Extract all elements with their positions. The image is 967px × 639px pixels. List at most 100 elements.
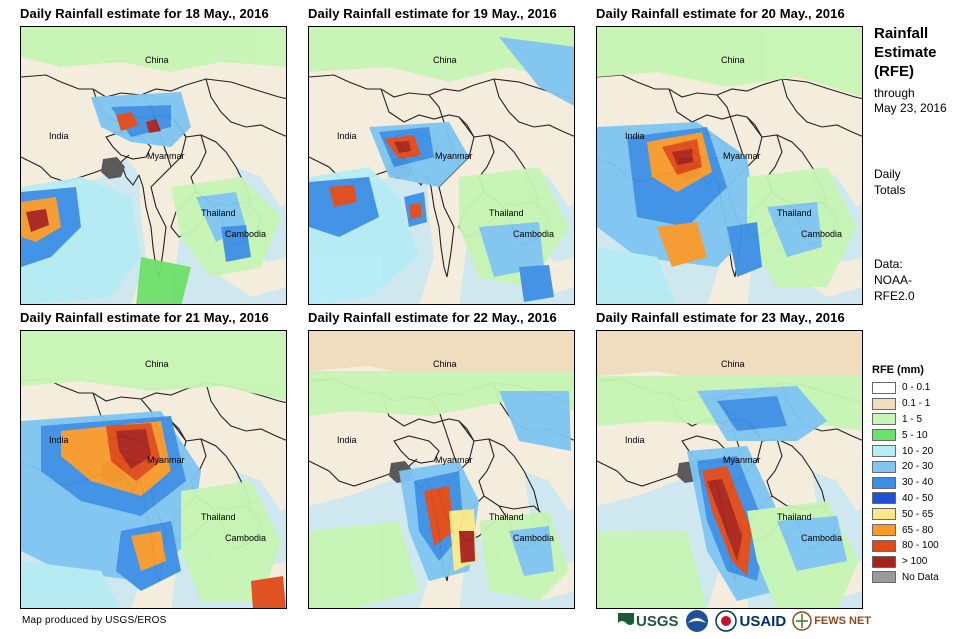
label-myanmar: Myanmar <box>723 455 761 465</box>
panel-title: Daily Rainfall estimate for 21 May., 201… <box>20 310 269 325</box>
panel-title: Daily Rainfall estimate for 18 May., 201… <box>20 6 269 21</box>
label-myanmar: Myanmar <box>147 455 185 465</box>
legend-row: No Data <box>872 570 939 586</box>
logo-strip: USGS USAID FEWS NET <box>618 607 877 635</box>
usaid-logo: USAID <box>714 610 787 632</box>
label-cambodia: Cambodia <box>225 533 267 543</box>
legend-row: 30 - 40 <box>872 475 939 491</box>
label-cambodia: Cambodia <box>225 229 267 239</box>
legend-label: > 100 <box>902 556 928 568</box>
label-myanmar: Myanmar <box>147 151 185 161</box>
legend-row: 0.1 - 1 <box>872 396 939 412</box>
label-cambodia: Cambodia <box>513 533 555 543</box>
label-thailand: Thailand <box>489 208 524 218</box>
legend-swatch <box>872 476 896 489</box>
label-china: China <box>145 359 169 369</box>
legend-label: 30 - 40 <box>902 477 934 489</box>
legend-swatch <box>872 555 896 568</box>
panel-title: Daily Rainfall estimate for 22 May., 201… <box>308 310 557 325</box>
label-cambodia: Cambodia <box>513 229 555 239</box>
data-source-line2: RFE2.0 <box>874 289 915 303</box>
label-china: China <box>721 359 745 369</box>
panel-title: Daily Rainfall estimate for 20 May., 201… <box>596 6 845 21</box>
label-thailand: Thailand <box>777 208 812 218</box>
rainfall-panel-19-may: Daily Rainfall estimate for 19 May., 201… <box>308 6 593 306</box>
legend-row: 5 - 10 <box>872 427 939 443</box>
legend-label: 80 - 100 <box>902 540 939 552</box>
legend-label: 0 - 0.1 <box>902 382 931 394</box>
fewsnet-globe-icon <box>792 611 812 631</box>
rfe-title-line1: Rainfall <box>874 25 929 42</box>
label-china: China <box>721 55 745 65</box>
legend-row: 50 - 65 <box>872 506 939 522</box>
legend-swatch <box>872 524 896 537</box>
totals-label: Totals <box>874 183 906 197</box>
legend-row: 80 - 100 <box>872 538 939 554</box>
rainfall-panel-20-may: Daily Rainfall estimate for 20 May., 201… <box>596 6 881 306</box>
data-source-line1: NOAA- <box>874 273 913 287</box>
label-cambodia: Cambodia <box>801 533 843 543</box>
legend-swatch <box>872 508 896 521</box>
legend-title: RFE (mm) <box>872 364 924 376</box>
legend-row: > 100 <box>872 554 939 570</box>
label-india: India <box>625 435 645 445</box>
legend-label: 1 - 5 <box>902 413 923 425</box>
rainfall-panel-23-may: Daily Rainfall estimate for 23 May., 201… <box>596 310 881 610</box>
through-label: through <box>874 86 915 100</box>
noaa-logo <box>685 609 709 633</box>
rainfall-map: China India Myanmar Thailand Cambodia <box>20 26 287 305</box>
legend-label: 40 - 50 <box>902 492 934 504</box>
usaid-seal-icon <box>714 610 737 632</box>
legend-swatch <box>872 413 896 426</box>
rainfall-panel-21-may: Daily Rainfall estimate for 21 May., 201… <box>20 310 305 610</box>
rfe-title-line3: (RFE) <box>874 63 914 80</box>
usgs-text: USGS <box>636 612 679 630</box>
legend-swatch <box>872 445 896 458</box>
legend-swatch <box>872 492 896 505</box>
rfe-title: Rainfall Estimate (RFE) <box>874 24 937 81</box>
rfe-through: through May 23, 2016 <box>874 86 947 116</box>
label-india: India <box>625 131 645 141</box>
label-cambodia: Cambodia <box>801 229 843 239</box>
rainfall-map: China India Myanmar Thailand Cambodia <box>20 330 287 609</box>
usgs-logo: USGS <box>618 613 679 630</box>
usgs-wave-icon <box>618 613 634 629</box>
legend-row: 65 - 80 <box>872 522 939 538</box>
data-label: Data: <box>874 257 903 271</box>
daily-label: Daily <box>874 167 901 181</box>
usaid-text: USAID <box>739 612 787 630</box>
legend-label: 20 - 30 <box>902 461 934 473</box>
legend-swatch <box>872 460 896 473</box>
rainfall-map: China India Myanmar Thailand Cambodia <box>596 26 863 305</box>
rainfall-map: China India Myanmar Thailand Cambodia <box>596 330 863 609</box>
legend-label: 10 - 20 <box>902 445 934 457</box>
legend-swatch <box>872 397 896 410</box>
label-thailand: Thailand <box>201 208 236 218</box>
label-thailand: Thailand <box>777 512 812 522</box>
legend-row: 1 - 5 <box>872 412 939 428</box>
legend-row: 10 - 20 <box>872 443 939 459</box>
legend-swatch <box>872 539 896 552</box>
legend-label: 65 - 80 <box>902 524 934 536</box>
legend-label: 0.1 - 1 <box>902 398 931 410</box>
legend-label: 50 - 65 <box>902 508 934 520</box>
noaa-emblem-icon <box>685 610 708 632</box>
rainfall-map: China India Myanmar Thailand Cambodia <box>308 330 575 609</box>
legend-row: 20 - 30 <box>872 459 939 475</box>
legend-swatch <box>872 381 896 394</box>
legend-swatch <box>872 571 896 584</box>
label-china: China <box>433 359 457 369</box>
legend-swatch <box>872 429 896 442</box>
fewsnet-text: FEWS NET <box>814 615 872 627</box>
rainfall-panel-22-may: Daily Rainfall estimate for 22 May., 201… <box>308 310 593 610</box>
rfe-legend: RFE (mm) 0 - 0.1 0.1 - 1 1 - 5 5 - 10 10 - 2… <box>872 364 939 585</box>
label-myanmar: Myanmar <box>723 151 761 161</box>
label-thailand: Thailand <box>201 512 236 522</box>
label-myanmar: Myanmar <box>435 455 473 465</box>
label-china: China <box>145 55 169 65</box>
legend-row: 0 - 0.1 <box>872 380 939 396</box>
label-thailand: Thailand <box>489 512 524 522</box>
label-india: India <box>49 435 69 445</box>
label-myanmar: Myanmar <box>435 151 473 161</box>
rainfall-map: China India Myanmar Thailand Cambodia <box>308 26 575 305</box>
